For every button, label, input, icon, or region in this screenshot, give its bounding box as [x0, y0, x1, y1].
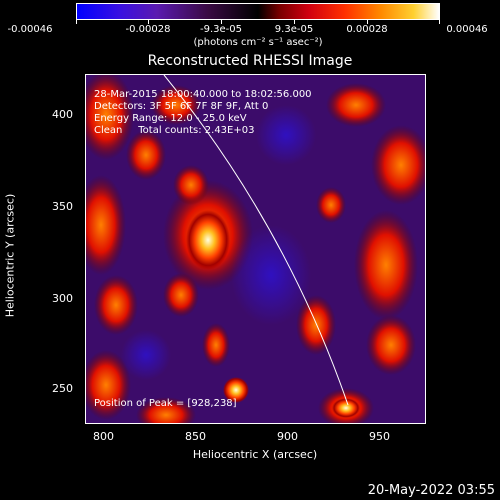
y-tick-label: 300 — [52, 292, 73, 305]
x-tick-label: 950 — [369, 430, 390, 443]
y-tick-label: 250 — [52, 382, 73, 395]
colorbar-label: -9.3e-05 — [200, 24, 242, 35]
colorbar-label: -0.00046 — [7, 24, 53, 35]
heatmap-image — [86, 75, 425, 423]
solar-limb-line — [163, 75, 349, 406]
y-axis-label: Heliocentric Y (arcsec) — [3, 193, 17, 318]
colorbar-tick — [367, 20, 368, 24]
image-title: Reconstructed RHESSI Image — [147, 53, 353, 69]
annotation-peak-position: Position of Peak = [928,238] — [94, 398, 237, 409]
colorbar-label: 0.00046 — [446, 24, 488, 35]
colorbar-tick — [439, 20, 440, 24]
plot-area: 28-Mar-2015 18:00:40.000 to 18:02:56.000… — [85, 74, 426, 424]
y-tick-label: 400 — [52, 108, 73, 121]
annotation-time-range: 28-Mar-2015 18:00:40.000 to 18:02:56.000 — [94, 89, 312, 100]
colorbar — [76, 3, 440, 20]
x-axis-label: Heliocentric X (arcsec) — [192, 448, 318, 461]
generation-timestamp: 20-May-2022 03:55 — [367, 483, 495, 498]
colorbar-tick — [294, 20, 295, 24]
x-tick-label: 900 — [277, 430, 298, 443]
colorbar-label: 9.3e-05 — [274, 24, 314, 35]
colorbar-tick — [76, 20, 77, 24]
annotation-energy-range: Energy Range: 12.0 - 25.0 keV — [94, 113, 247, 124]
colorbar-unit: (photons cm⁻² s⁻¹ asec⁻²) — [193, 37, 323, 48]
y-tick-label: 350 — [52, 200, 73, 213]
annotation-counts: Clean Total counts: 2.43E+03 — [94, 125, 255, 136]
annotation-detectors: Detectors: 3F 5F 6F 7F 8F 9F, Att 0 — [94, 101, 269, 112]
colorbar-label: 0.00028 — [346, 24, 388, 35]
x-tick-label: 850 — [185, 430, 206, 443]
colorbar-tick — [148, 20, 149, 24]
colorbar-tick — [221, 20, 222, 24]
colorbar-label: -0.00028 — [125, 24, 171, 35]
x-tick-label: 800 — [93, 430, 114, 443]
colorbar-gradient — [77, 4, 439, 19]
